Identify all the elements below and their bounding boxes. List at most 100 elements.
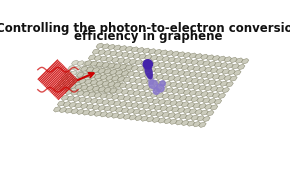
Polygon shape — [162, 56, 169, 62]
Polygon shape — [203, 116, 210, 122]
Polygon shape — [63, 101, 70, 107]
Polygon shape — [191, 97, 198, 102]
Polygon shape — [121, 71, 129, 76]
Polygon shape — [226, 82, 233, 87]
Polygon shape — [133, 53, 140, 59]
Polygon shape — [95, 78, 102, 83]
Polygon shape — [139, 91, 146, 96]
Polygon shape — [164, 100, 171, 105]
Polygon shape — [160, 87, 167, 92]
Polygon shape — [241, 58, 249, 64]
Polygon shape — [175, 82, 183, 88]
Polygon shape — [106, 75, 113, 80]
Polygon shape — [69, 102, 76, 107]
Polygon shape — [127, 53, 135, 58]
Polygon shape — [168, 94, 175, 99]
Polygon shape — [113, 64, 121, 69]
Polygon shape — [108, 84, 115, 89]
Polygon shape — [63, 81, 70, 86]
Polygon shape — [116, 63, 123, 68]
Polygon shape — [199, 85, 206, 90]
Polygon shape — [150, 92, 158, 98]
Polygon shape — [214, 80, 222, 86]
Polygon shape — [180, 95, 187, 101]
Polygon shape — [110, 63, 118, 68]
Polygon shape — [191, 59, 198, 65]
Polygon shape — [115, 107, 123, 112]
Polygon shape — [146, 61, 154, 66]
Polygon shape — [119, 101, 127, 107]
Polygon shape — [160, 69, 167, 74]
Polygon shape — [104, 73, 111, 78]
Polygon shape — [164, 118, 171, 124]
Polygon shape — [232, 64, 239, 69]
Polygon shape — [112, 94, 119, 100]
Polygon shape — [77, 109, 84, 114]
Polygon shape — [180, 114, 187, 119]
Polygon shape — [191, 115, 198, 120]
Polygon shape — [220, 62, 228, 68]
Polygon shape — [211, 68, 218, 73]
Polygon shape — [125, 83, 133, 89]
Polygon shape — [183, 89, 191, 95]
Polygon shape — [150, 111, 158, 116]
Polygon shape — [106, 94, 113, 99]
Polygon shape — [127, 64, 134, 69]
Polygon shape — [162, 75, 169, 80]
Polygon shape — [72, 76, 79, 81]
Polygon shape — [67, 96, 75, 101]
Polygon shape — [120, 74, 127, 79]
Polygon shape — [166, 69, 173, 74]
Polygon shape — [168, 75, 175, 81]
Polygon shape — [94, 111, 101, 116]
Polygon shape — [189, 109, 197, 114]
Polygon shape — [146, 116, 154, 122]
Polygon shape — [141, 60, 148, 66]
Polygon shape — [104, 106, 111, 111]
Polygon shape — [211, 105, 218, 110]
Polygon shape — [90, 80, 98, 85]
Polygon shape — [158, 99, 166, 105]
Polygon shape — [230, 57, 237, 63]
Polygon shape — [175, 120, 183, 125]
Polygon shape — [73, 96, 80, 102]
Polygon shape — [119, 46, 127, 51]
Circle shape — [160, 81, 165, 86]
Polygon shape — [197, 116, 204, 121]
Polygon shape — [160, 106, 167, 111]
Polygon shape — [220, 81, 228, 86]
Polygon shape — [152, 61, 160, 67]
Polygon shape — [137, 84, 144, 90]
Polygon shape — [111, 79, 118, 84]
Polygon shape — [94, 74, 101, 79]
Polygon shape — [104, 50, 111, 56]
Polygon shape — [106, 56, 113, 62]
Circle shape — [153, 88, 160, 94]
Polygon shape — [197, 79, 204, 84]
Polygon shape — [166, 50, 173, 56]
Polygon shape — [85, 82, 93, 87]
Polygon shape — [238, 64, 245, 70]
Polygon shape — [85, 66, 92, 71]
Polygon shape — [61, 75, 68, 80]
Polygon shape — [175, 101, 183, 106]
Polygon shape — [97, 83, 104, 88]
Polygon shape — [133, 90, 140, 96]
Polygon shape — [88, 55, 96, 60]
Polygon shape — [203, 98, 210, 103]
Polygon shape — [148, 49, 156, 54]
Polygon shape — [88, 110, 96, 116]
Polygon shape — [146, 79, 154, 85]
Polygon shape — [211, 86, 218, 91]
Polygon shape — [214, 62, 222, 67]
Polygon shape — [86, 67, 94, 72]
Polygon shape — [195, 91, 202, 96]
Polygon shape — [75, 103, 82, 108]
Polygon shape — [166, 88, 173, 93]
Polygon shape — [86, 85, 94, 91]
Polygon shape — [201, 91, 208, 97]
Polygon shape — [127, 71, 135, 77]
Polygon shape — [183, 71, 191, 76]
Polygon shape — [139, 72, 146, 78]
Polygon shape — [81, 85, 88, 90]
